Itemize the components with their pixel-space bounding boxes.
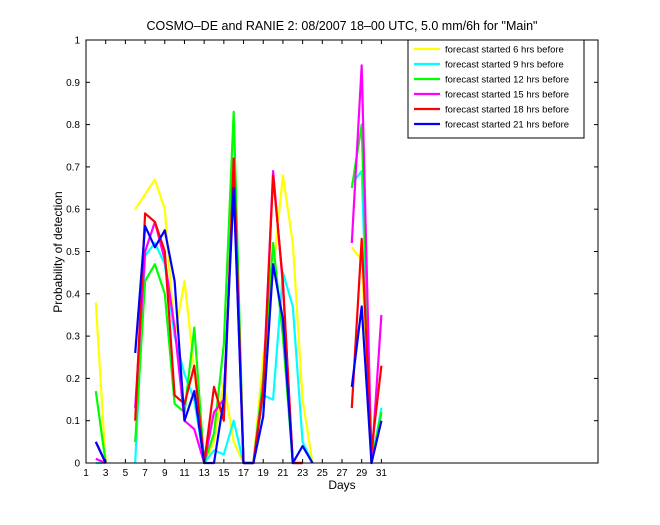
- series-line-4-segment-1: [95, 457, 107, 465]
- x-tick-label: 7: [142, 468, 148, 479]
- y-tick-label: 0.9: [66, 78, 80, 89]
- y-tick-label: 0.8: [66, 120, 80, 131]
- series-line-5-segment-2: [134, 157, 303, 465]
- series-line-6-segment-3: [350, 305, 383, 465]
- x-tick-label: 3: [103, 468, 109, 479]
- y-tick-label: 0.4: [66, 289, 80, 300]
- y-tick-label: 1: [74, 36, 80, 47]
- legend-entry-4: forecast started 15 hrs before: [445, 90, 569, 101]
- y-tick-label: 0.6: [66, 205, 80, 216]
- x-tick-label: 13: [199, 468, 211, 479]
- x-tick-label: 15: [218, 468, 230, 479]
- x-tick-label: 29: [356, 468, 368, 479]
- x-tick-label: 17: [238, 468, 250, 479]
- series-line-6-segment-1: [94, 441, 107, 464]
- series-line-5-segment-3: [350, 237, 383, 452]
- legend-entry-6: forecast started 21 hrs before: [445, 120, 569, 131]
- x-tick-label: 19: [258, 468, 270, 479]
- ticks-layer: 1 3 5 7 9 11 13 15 17 19 21 23 25 27 29 3100.10.20.30.4…: [66, 36, 598, 479]
- y-tick-label: 0.5: [66, 247, 80, 258]
- y-tick-label: 0.7: [66, 162, 80, 173]
- legend-entry-5: forecast started 18 hrs before: [445, 105, 569, 116]
- series-line-4-segment-3: [350, 64, 383, 465]
- x-tick-label: 1: [83, 468, 89, 479]
- y-axis-label: Probability of detection: [51, 191, 65, 312]
- legend-entry-3: forecast started 12 hrs before: [445, 75, 569, 86]
- series-line-1-segment-1: [94, 302, 107, 464]
- x-tick-label: 9: [162, 468, 168, 479]
- x-tick-label: 27: [336, 468, 348, 479]
- x-tick-label: 31: [376, 468, 388, 479]
- y-tick-label: 0.3: [66, 332, 80, 343]
- x-tick-label: 5: [123, 468, 129, 479]
- chart-title: COSMO–DE and RANIE 2: 08/2007 18–00 UTC,…: [147, 19, 538, 33]
- x-tick-label: 25: [317, 468, 329, 479]
- y-tick-label: 0.2: [66, 374, 80, 385]
- legend: forecast started 6 hrs before forecast st…: [407, 39, 585, 139]
- x-tick-label: 21: [277, 468, 289, 479]
- y-tick-label: 0: [74, 459, 80, 470]
- legend-entry-2: forecast started 9 hrs before: [445, 60, 564, 71]
- legend-box: [407, 39, 585, 139]
- series-line-3-segment-2: [134, 110, 303, 465]
- x-axis-label: Days: [328, 478, 355, 492]
- x-tick-label: 11: [179, 468, 190, 479]
- series-layer: [94, 64, 383, 465]
- x-tick-label: 23: [297, 468, 309, 479]
- legend-entry-1: forecast started 6 hrs before: [445, 45, 564, 56]
- y-tick-label: 0.1: [66, 416, 80, 427]
- series-line-3-segment-1: [94, 390, 107, 464]
- series-line-6-segment-2: [134, 187, 314, 465]
